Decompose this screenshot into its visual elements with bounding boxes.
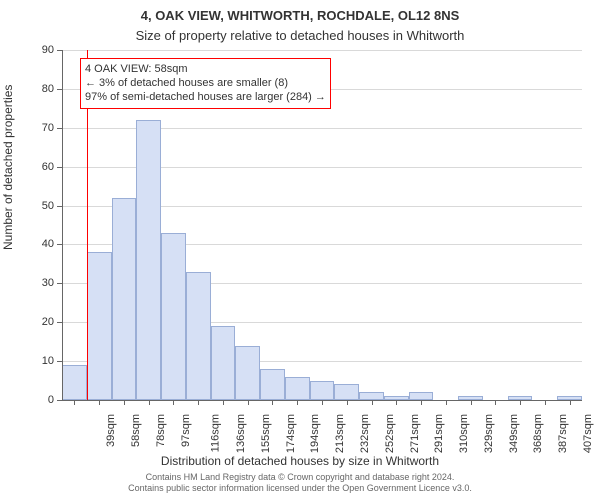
x-tick-label: 194sqm bbox=[310, 414, 322, 453]
x-tick-label: 232sqm bbox=[359, 414, 371, 453]
x-tick-label: 155sqm bbox=[260, 414, 272, 453]
x-tick-label: 252sqm bbox=[384, 414, 396, 453]
y-tick-label: 80 bbox=[24, 83, 54, 95]
y-tick-label: 10 bbox=[24, 355, 54, 367]
chart-footer: Contains HM Land Registry data © Crown c… bbox=[0, 472, 600, 494]
y-tick-label: 30 bbox=[24, 277, 54, 289]
x-tick-label: 349sqm bbox=[508, 414, 520, 453]
x-tick-label: 407sqm bbox=[582, 414, 594, 453]
y-axis-line bbox=[62, 50, 63, 400]
histogram-bar bbox=[211, 326, 236, 400]
x-tick-label: 116sqm bbox=[210, 414, 222, 452]
histogram-bar bbox=[161, 233, 186, 400]
histogram-bar bbox=[87, 252, 112, 400]
annotation-line: 97% of semi-detached houses are larger (… bbox=[85, 91, 326, 105]
histogram-bar bbox=[235, 346, 260, 400]
histogram-bar bbox=[359, 392, 384, 400]
x-axis-line bbox=[62, 400, 582, 401]
annotation-line: ← 3% of detached houses are smaller (8) bbox=[85, 77, 326, 91]
annotation-line: 4 OAK VIEW: 58sqm bbox=[85, 63, 326, 77]
x-tick-label: 291sqm bbox=[433, 414, 445, 453]
footer-line2: Contains public sector information licen… bbox=[0, 483, 600, 494]
y-tick-label: 90 bbox=[24, 44, 54, 56]
x-tick-label: 39sqm bbox=[105, 414, 117, 447]
x-tick-label: 387sqm bbox=[557, 414, 569, 453]
x-tick-label: 310sqm bbox=[458, 414, 470, 453]
y-tick-label: 0 bbox=[24, 394, 54, 406]
x-tick-label: 271sqm bbox=[409, 414, 421, 453]
plot-area: 010203040506070809039sqm58sqm78sqm97sqm1… bbox=[62, 50, 582, 400]
x-tick-label: 213sqm bbox=[334, 414, 346, 453]
gridline bbox=[62, 50, 582, 51]
y-tick-label: 40 bbox=[24, 238, 54, 250]
x-tick-label: 58sqm bbox=[130, 414, 142, 447]
chart-title-line1: 4, OAK VIEW, WHITWORTH, ROCHDALE, OL12 8… bbox=[0, 8, 600, 23]
histogram-bar bbox=[409, 392, 434, 400]
plot-inner: 010203040506070809039sqm58sqm78sqm97sqm1… bbox=[62, 50, 582, 400]
annotation-box: 4 OAK VIEW: 58sqm← 3% of detached houses… bbox=[80, 58, 331, 109]
y-tick-label: 50 bbox=[24, 200, 54, 212]
y-tick-label: 60 bbox=[24, 161, 54, 173]
x-tick-label: 368sqm bbox=[532, 414, 544, 453]
x-axis-label: Distribution of detached houses by size … bbox=[0, 454, 600, 468]
chart-title-line2: Size of property relative to detached ho… bbox=[0, 28, 600, 43]
y-tick-label: 20 bbox=[24, 316, 54, 328]
histogram-bar bbox=[285, 377, 310, 400]
histogram-bar bbox=[260, 369, 285, 400]
footer-line1: Contains HM Land Registry data © Crown c… bbox=[0, 472, 600, 483]
x-tick-label: 174sqm bbox=[285, 414, 297, 453]
histogram-bar bbox=[112, 198, 137, 400]
histogram-bar bbox=[136, 120, 161, 400]
x-tick-label: 329sqm bbox=[483, 414, 495, 453]
x-tick-label: 78sqm bbox=[155, 414, 167, 447]
x-tick-label: 97sqm bbox=[180, 414, 192, 447]
x-tick-label: 136sqm bbox=[235, 414, 247, 453]
histogram-bar bbox=[334, 384, 359, 400]
histogram-bar bbox=[186, 272, 211, 400]
y-tick-label: 70 bbox=[24, 122, 54, 134]
histogram-bar bbox=[310, 381, 335, 400]
histogram-bar bbox=[62, 365, 87, 400]
y-axis-label: Number of detached properties bbox=[1, 85, 15, 250]
